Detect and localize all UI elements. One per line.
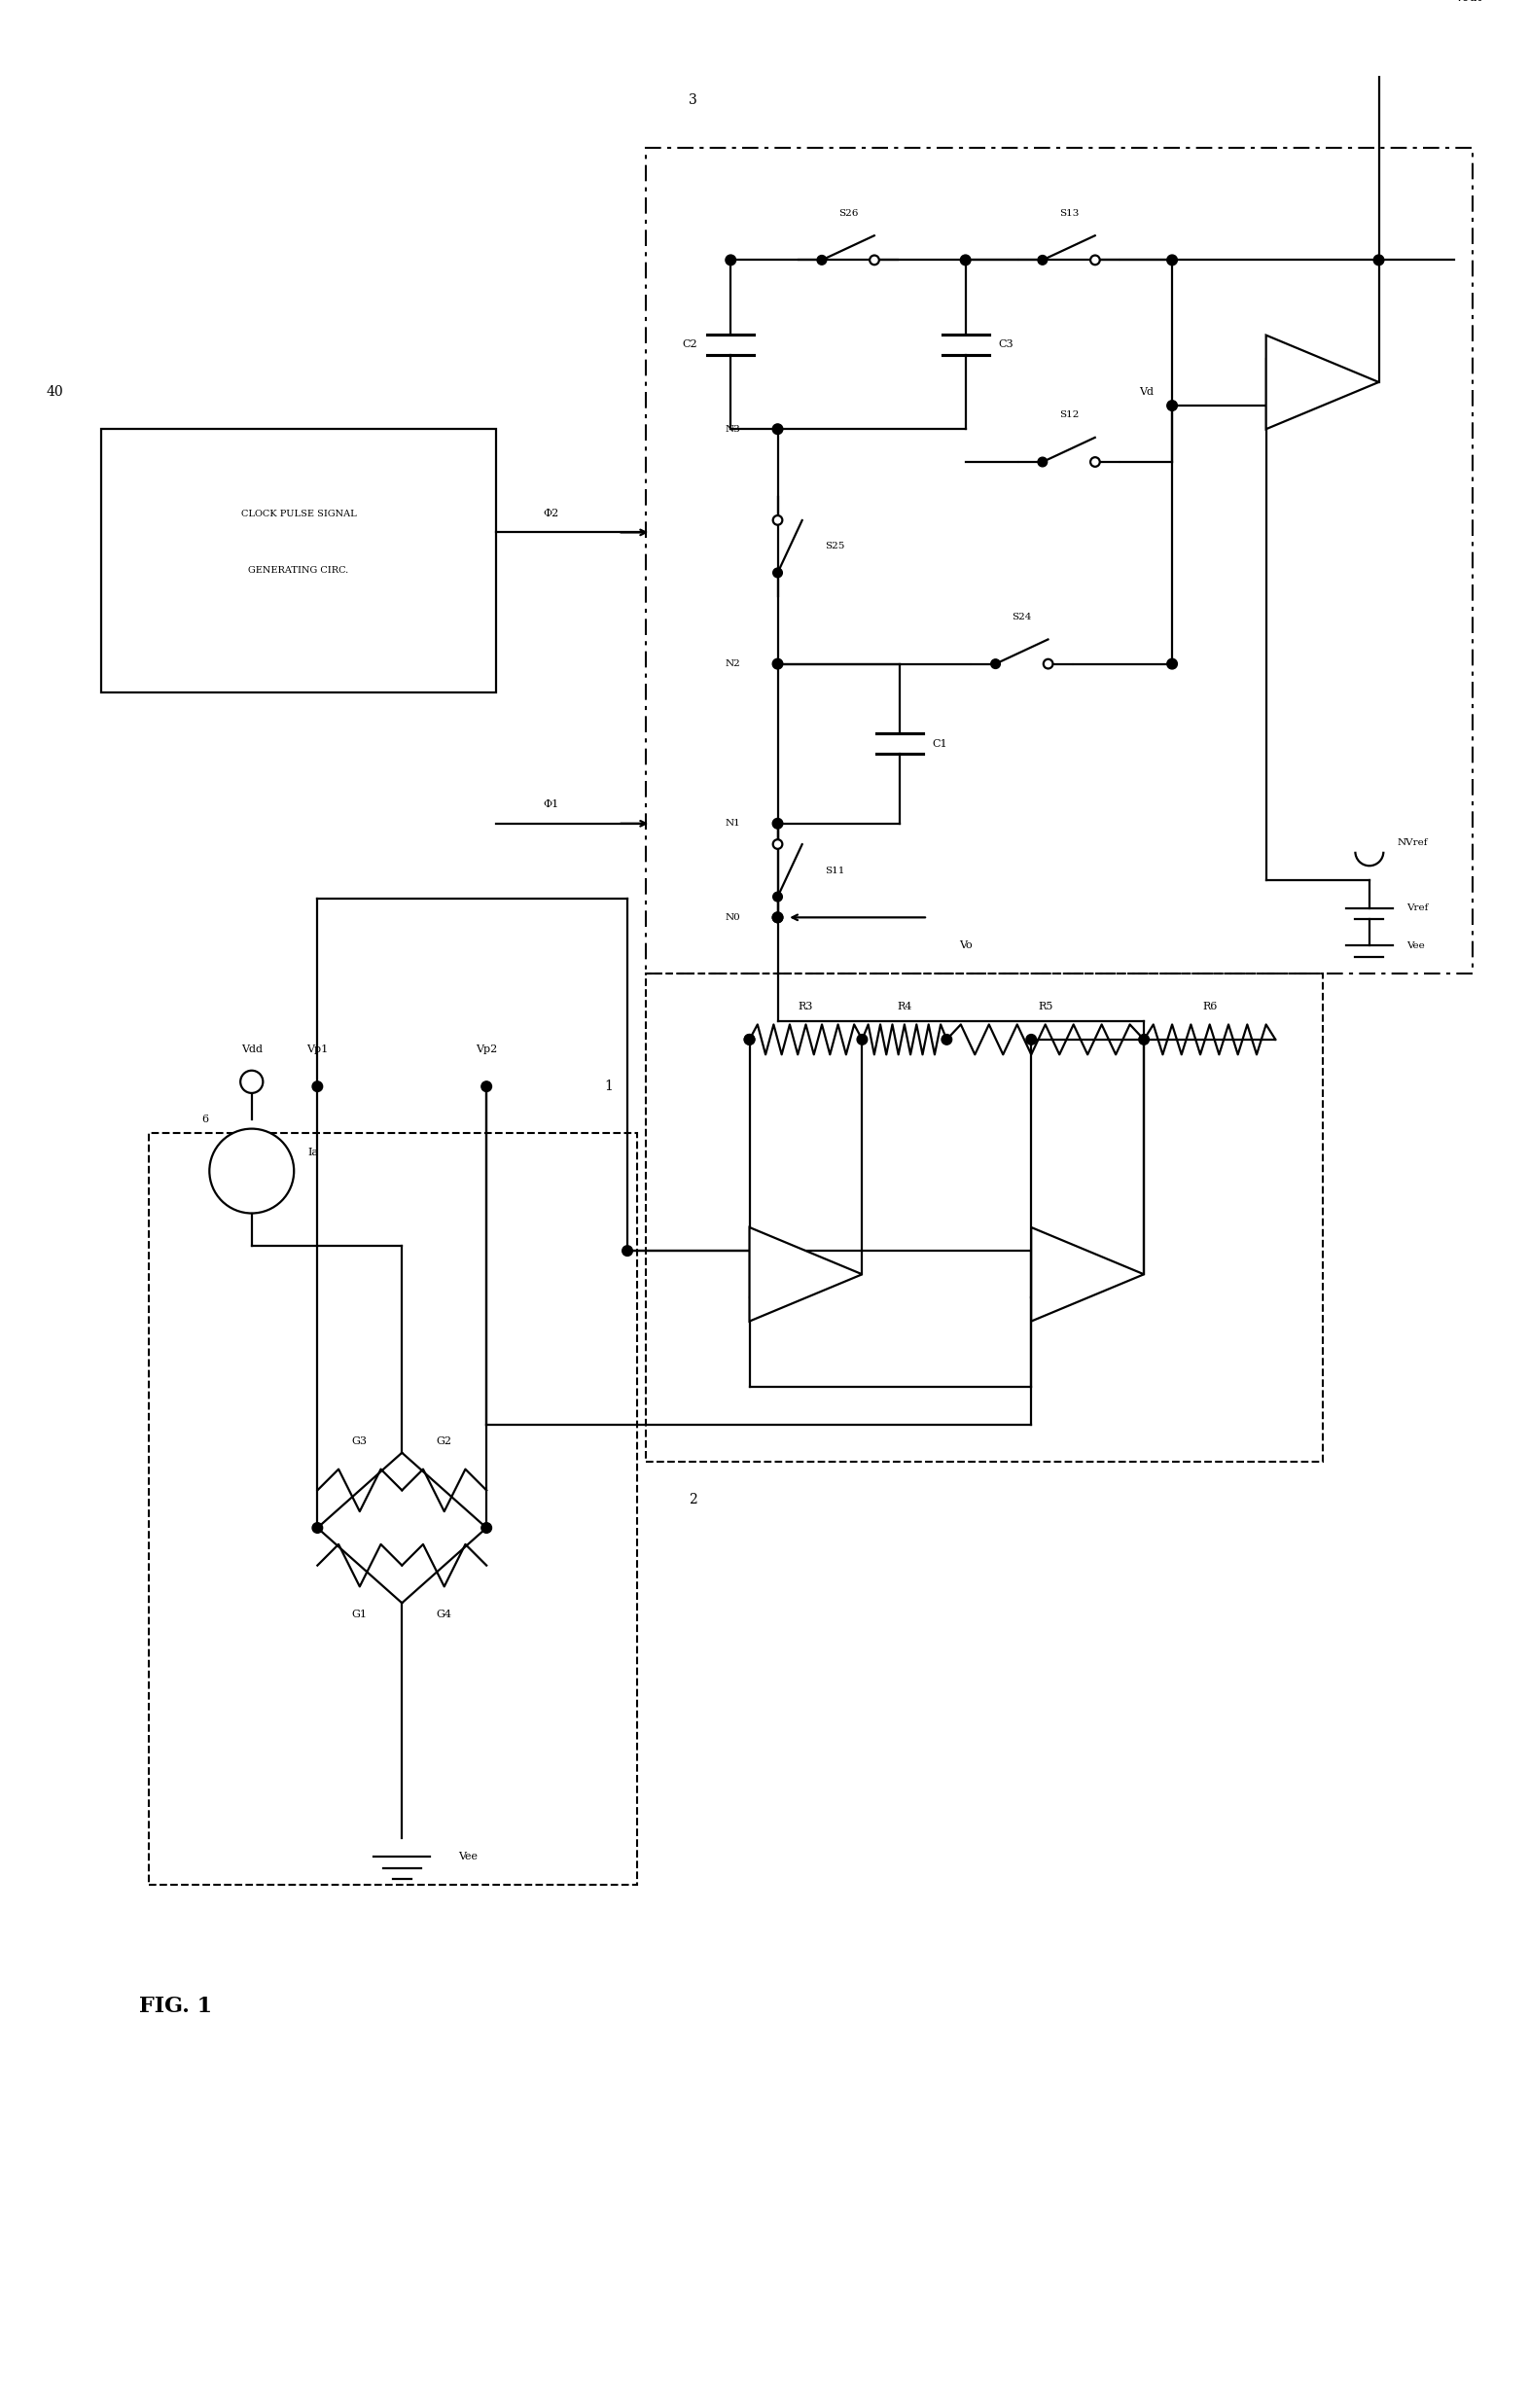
Text: −: −	[1280, 352, 1290, 366]
Text: OP3: OP3	[1076, 1269, 1098, 1279]
Text: 6: 6	[202, 1115, 208, 1125]
Text: R3: R3	[798, 1002, 813, 1011]
Circle shape	[774, 568, 783, 578]
Text: G3: G3	[352, 1435, 367, 1445]
Circle shape	[1090, 458, 1099, 467]
Text: Vref: Vref	[1407, 903, 1428, 913]
Circle shape	[774, 840, 783, 850]
Text: CLOCK PULSE SIGNAL: CLOCK PULSE SIGNAL	[242, 508, 356, 518]
Circle shape	[1390, 5, 1414, 29]
Text: N2: N2	[725, 660, 740, 669]
Text: Vp2: Vp2	[476, 1045, 497, 1055]
Circle shape	[991, 660, 1000, 669]
Text: Ia: Ia	[307, 1146, 320, 1158]
Circle shape	[772, 660, 783, 669]
Text: Vd: Vd	[1139, 388, 1153, 397]
Circle shape	[745, 1035, 755, 1045]
Text: C1: C1	[933, 739, 948, 749]
Circle shape	[1342, 5, 1367, 29]
Circle shape	[312, 1081, 323, 1091]
Text: Vee: Vee	[1407, 942, 1425, 951]
Text: +: +	[763, 1245, 774, 1257]
Text: G2: G2	[436, 1435, 453, 1445]
Circle shape	[1038, 458, 1047, 467]
Circle shape	[960, 255, 971, 265]
Circle shape	[772, 913, 783, 922]
Circle shape	[1373, 255, 1384, 265]
Polygon shape	[1266, 335, 1379, 429]
Circle shape	[482, 1522, 492, 1534]
Text: N0: N0	[725, 913, 740, 922]
Text: S25: S25	[824, 542, 844, 551]
Circle shape	[772, 819, 783, 828]
Circle shape	[1167, 255, 1177, 265]
Circle shape	[482, 1081, 492, 1091]
Text: +: +	[1044, 1245, 1055, 1257]
Circle shape	[745, 1035, 755, 1045]
Text: NVref: NVref	[1398, 838, 1428, 848]
Text: OP1: OP1	[1312, 378, 1333, 388]
Text: OP2: OP2	[795, 1269, 816, 1279]
Text: Vout: Vout	[1454, 0, 1482, 2]
Text: 3: 3	[690, 94, 697, 108]
Text: C2: C2	[682, 340, 697, 349]
Circle shape	[1043, 660, 1053, 669]
Circle shape	[816, 255, 827, 265]
Text: Vdd: Vdd	[242, 1045, 263, 1055]
Bar	[647, 973, 1323, 1462]
Text: N3: N3	[725, 424, 740, 433]
Circle shape	[240, 1072, 263, 1093]
Circle shape	[726, 255, 735, 265]
Circle shape	[622, 1245, 633, 1257]
Circle shape	[1038, 255, 1047, 265]
Text: −: −	[1044, 1291, 1055, 1305]
Circle shape	[1139, 1035, 1150, 1045]
Circle shape	[942, 1035, 953, 1045]
Text: S11: S11	[824, 867, 844, 874]
Circle shape	[1026, 1035, 1037, 1045]
Circle shape	[209, 1129, 294, 1214]
Text: GENERATING CIRC.: GENERATING CIRC.	[248, 566, 349, 576]
Text: Vp1: Vp1	[307, 1045, 329, 1055]
Circle shape	[772, 913, 783, 922]
Text: 2: 2	[690, 1493, 697, 1507]
Text: S12: S12	[1060, 412, 1079, 419]
Text: R4: R4	[898, 1002, 911, 1011]
Circle shape	[1167, 660, 1177, 669]
Bar	[101, 429, 495, 691]
Text: R5: R5	[1038, 1002, 1053, 1011]
Text: +: +	[1280, 400, 1290, 412]
Circle shape	[1090, 255, 1099, 265]
Circle shape	[772, 424, 783, 433]
Text: −: −	[763, 1291, 774, 1305]
Circle shape	[870, 255, 879, 265]
Text: S26: S26	[838, 209, 858, 217]
Text: Vee: Vee	[459, 1852, 477, 1861]
Circle shape	[774, 891, 783, 901]
Circle shape	[774, 515, 783, 525]
Text: Vo: Vo	[959, 942, 972, 951]
Bar	[647, 147, 1472, 973]
Text: C3: C3	[998, 340, 1014, 349]
Text: S24: S24	[1012, 612, 1032, 621]
Circle shape	[858, 1035, 867, 1045]
Text: 1: 1	[604, 1079, 613, 1093]
Text: Φ2: Φ2	[543, 508, 558, 518]
Polygon shape	[1031, 1228, 1144, 1322]
Text: R6: R6	[1202, 1002, 1217, 1011]
Polygon shape	[749, 1228, 862, 1322]
Text: N1: N1	[725, 819, 740, 828]
Text: G1: G1	[352, 1611, 367, 1621]
Circle shape	[312, 1522, 323, 1534]
Text: FIG. 1: FIG. 1	[139, 1996, 213, 2018]
Text: 40: 40	[46, 385, 63, 397]
Text: Φ1: Φ1	[543, 799, 558, 809]
Bar	[148, 1134, 636, 1885]
Text: G4: G4	[436, 1611, 453, 1621]
Text: S13: S13	[1060, 209, 1079, 217]
Circle shape	[1167, 400, 1177, 412]
